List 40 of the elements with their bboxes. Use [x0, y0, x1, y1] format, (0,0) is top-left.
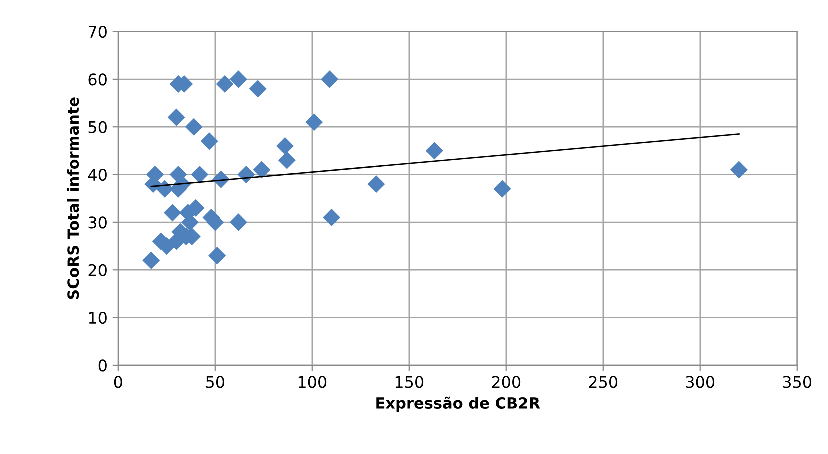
- y-tick-label: 20: [88, 264, 107, 276]
- x-tick-label: 250: [589, 376, 618, 388]
- point: [164, 204, 182, 222]
- point: [142, 252, 160, 270]
- point: [200, 132, 218, 150]
- x-tick-label: 350: [783, 376, 812, 388]
- point: [368, 176, 386, 194]
- point: [278, 152, 296, 170]
- point: [230, 214, 248, 232]
- point: [321, 70, 339, 88]
- point: [216, 75, 234, 93]
- point: [191, 166, 209, 184]
- x-tick-label: 200: [492, 376, 521, 388]
- x-tick-label: 50: [206, 376, 224, 388]
- y-tick-label: 30: [88, 216, 107, 229]
- x-axis-title: Expressão de CB2R: [376, 396, 540, 412]
- point: [168, 108, 186, 126]
- point: [208, 247, 226, 265]
- point: [730, 161, 748, 179]
- x-tick-label: 300: [686, 376, 715, 388]
- y-tick-label: 10: [89, 312, 107, 324]
- y-axis-title: SCoRS Total informante: [67, 98, 80, 300]
- x-tick-label: 150: [396, 376, 424, 388]
- point: [253, 161, 271, 179]
- point: [276, 137, 294, 155]
- x-tick-label: 100: [298, 376, 327, 388]
- point: [306, 114, 324, 132]
- point: [230, 70, 248, 88]
- point: [323, 208, 341, 226]
- point: [494, 180, 512, 198]
- y-tick-label: 50: [88, 121, 107, 134]
- point: [185, 118, 203, 136]
- y-tick-label: 60: [88, 74, 107, 86]
- y-tick-label: 70: [88, 26, 107, 38]
- point: [249, 80, 267, 98]
- y-tick-label: 0: [98, 360, 107, 372]
- point: [426, 142, 444, 160]
- x-tick-label: 0: [114, 376, 122, 388]
- y-tick-label: 40: [88, 169, 107, 182]
- point: [238, 166, 256, 184]
